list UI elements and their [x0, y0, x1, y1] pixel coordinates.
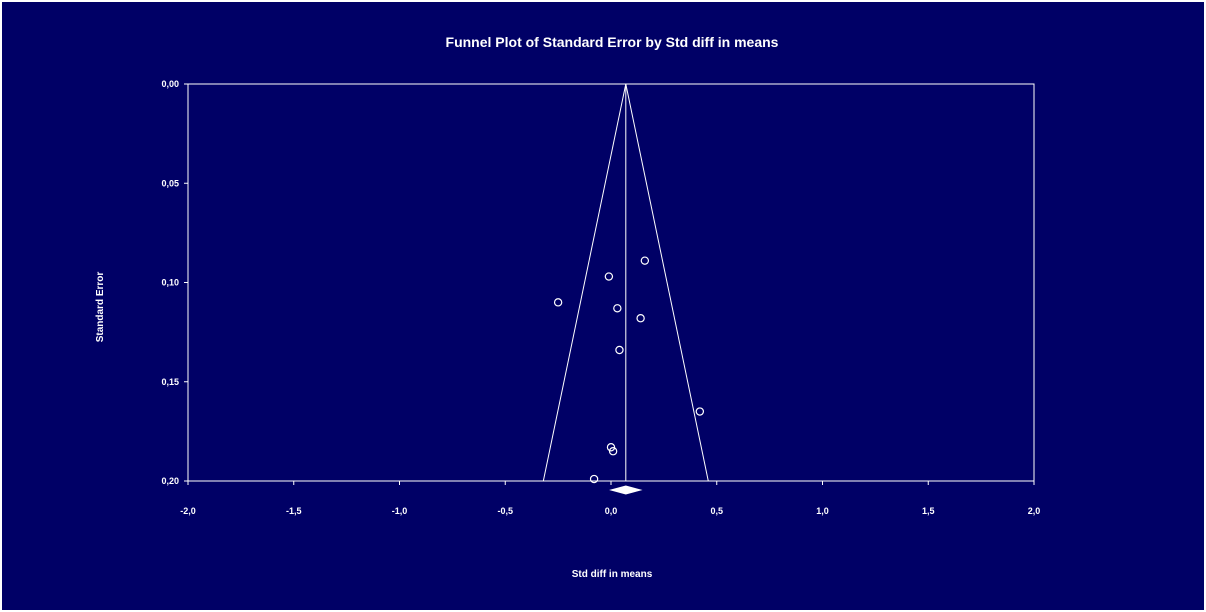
study-point — [636, 314, 645, 323]
study-point — [589, 474, 599, 484]
study-point — [613, 304, 622, 313]
x-tick-label: -1,0 — [392, 506, 408, 516]
x-axis: -2,0 -1,5 -1,0 -0,5 0,0 0,5 1,0 1,5 2,0 — [180, 481, 1040, 516]
study-points — [553, 256, 705, 484]
chart-title: Funnel Plot of Standard Error by Std dif… — [446, 34, 779, 50]
study-point — [640, 256, 650, 265]
x-tick-label: -1,5 — [286, 506, 302, 516]
plot-area — [187, 83, 1035, 482]
x-tick-label: -0,5 — [497, 506, 513, 516]
y-axis-label: Standard Error — [95, 272, 106, 343]
study-point — [553, 298, 563, 307]
study-point — [606, 443, 616, 452]
y-axis: 0,00 0,05 0,10 0,15 0,20 — [161, 79, 188, 486]
study-point — [695, 407, 705, 416]
y-tick-label: 0,00 — [161, 79, 179, 89]
x-tick-label: 1,0 — [816, 506, 829, 516]
study-point — [615, 345, 624, 355]
study-point — [604, 272, 614, 281]
x-tick-label: 1,5 — [922, 506, 935, 516]
funnel-left-limit — [542, 83, 627, 482]
x-tick-label: 2,0 — [1028, 506, 1041, 516]
x-axis-label: Std diff in means — [572, 569, 653, 580]
y-tick-label: 0,10 — [161, 278, 179, 288]
y-tick-label: 0,05 — [161, 178, 179, 188]
y-tick-label: 0,20 — [161, 476, 179, 486]
study-point — [608, 447, 618, 456]
summary-diamond — [609, 485, 643, 495]
x-tick-label: 0,5 — [710, 506, 723, 516]
x-tick-label: 0,0 — [605, 506, 618, 516]
y-tick-label: 0,15 — [161, 377, 179, 387]
x-tick-label: -2,0 — [180, 506, 196, 516]
funnel-right-limit — [625, 83, 709, 482]
funnel-lines — [542, 83, 709, 495]
